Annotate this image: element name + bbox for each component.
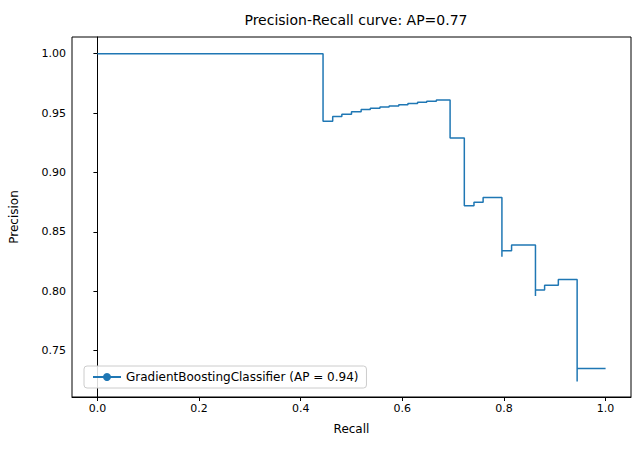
svg-text:GradientBoostingClassifier (AP: GradientBoostingClassifier (AP = 0.94) [126, 370, 358, 384]
svg-text:0.90: 0.90 [42, 166, 67, 179]
svg-text:0.8: 0.8 [495, 402, 512, 415]
svg-text:Recall: Recall [334, 422, 370, 436]
svg-text:Precision-Recall curve: AP=0.7: Precision-Recall curve: AP=0.77 [244, 12, 467, 28]
svg-text:0.75: 0.75 [42, 344, 67, 357]
svg-text:0.95: 0.95 [42, 107, 67, 120]
svg-text:0.85: 0.85 [42, 225, 67, 238]
svg-text:0.2: 0.2 [190, 402, 208, 415]
svg-text:1.00: 1.00 [42, 47, 67, 60]
svg-text:1.0: 1.0 [597, 402, 615, 415]
svg-text:0.80: 0.80 [42, 285, 67, 298]
svg-text:0.0: 0.0 [89, 402, 107, 415]
svg-text:0.4: 0.4 [292, 402, 310, 415]
svg-text:Precision: Precision [7, 190, 21, 244]
svg-text:0.6: 0.6 [394, 402, 412, 415]
